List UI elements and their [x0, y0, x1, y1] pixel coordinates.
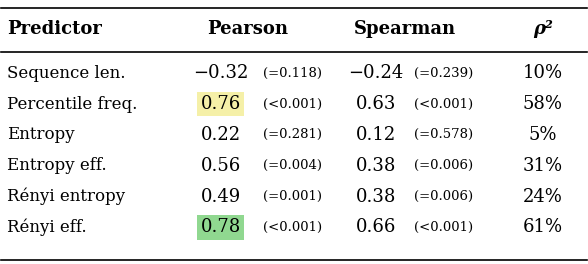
- Text: 0.66: 0.66: [356, 218, 396, 236]
- Text: 0.22: 0.22: [201, 126, 241, 144]
- Text: 5%: 5%: [529, 126, 557, 144]
- Text: 0.78: 0.78: [201, 218, 241, 236]
- Text: −0.32: −0.32: [193, 64, 249, 82]
- Text: (=0.001): (=0.001): [263, 190, 322, 203]
- Text: ρ²: ρ²: [533, 20, 553, 38]
- Text: (<0.001): (<0.001): [414, 98, 473, 111]
- Text: 0.76: 0.76: [201, 95, 241, 113]
- Text: 61%: 61%: [523, 218, 563, 236]
- Text: (=0.239): (=0.239): [414, 67, 473, 80]
- Text: 0.56: 0.56: [201, 157, 241, 175]
- Text: 58%: 58%: [523, 95, 563, 113]
- Text: (<0.001): (<0.001): [263, 221, 322, 234]
- Text: (<0.001): (<0.001): [263, 98, 322, 111]
- Text: (=0.006): (=0.006): [414, 159, 473, 172]
- Text: 24%: 24%: [523, 187, 563, 205]
- Text: 0.12: 0.12: [356, 126, 396, 144]
- Text: Percentile freq.: Percentile freq.: [7, 96, 138, 112]
- Text: 31%: 31%: [523, 157, 563, 175]
- Text: Rényi entropy: Rényi entropy: [7, 188, 125, 205]
- Text: Sequence len.: Sequence len.: [7, 65, 126, 82]
- Text: (=0.281): (=0.281): [263, 128, 322, 142]
- Text: Spearman: Spearman: [354, 20, 456, 38]
- Text: Pearson: Pearson: [207, 20, 288, 38]
- Text: Entropy eff.: Entropy eff.: [7, 157, 107, 174]
- Text: −0.24: −0.24: [348, 64, 403, 82]
- Text: (=0.004): (=0.004): [263, 159, 322, 172]
- Text: 0.38: 0.38: [356, 157, 396, 175]
- Text: (<0.001): (<0.001): [414, 221, 473, 234]
- Text: (=0.578): (=0.578): [414, 128, 473, 142]
- Text: 0.63: 0.63: [356, 95, 396, 113]
- Text: 0.49: 0.49: [201, 187, 241, 205]
- Text: Entropy: Entropy: [7, 126, 75, 143]
- Text: Rényi eff.: Rényi eff.: [7, 219, 87, 236]
- Text: (=0.006): (=0.006): [414, 190, 473, 203]
- Text: 0.38: 0.38: [356, 187, 396, 205]
- Text: Predictor: Predictor: [7, 20, 102, 38]
- Text: 10%: 10%: [523, 64, 563, 82]
- Text: (=0.118): (=0.118): [263, 67, 322, 80]
